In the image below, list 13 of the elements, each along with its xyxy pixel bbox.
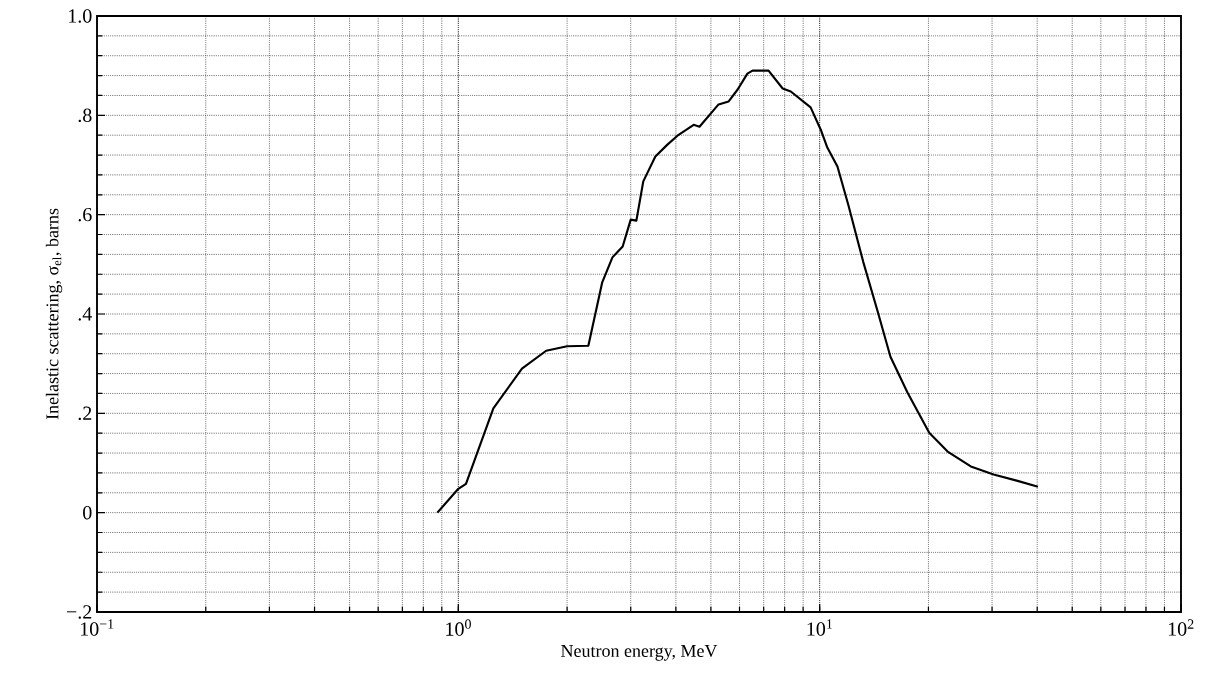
y-tick-label: −.2 — [67, 605, 92, 619]
y-tick-label: .6 — [78, 207, 92, 222]
y-axis-title: Inelastic scattering, σ$_{el}$, barns — [45, 208, 63, 420]
y-tick-label: .4 — [78, 307, 92, 321]
x-tick-label: 10$^{2}$ — [1168, 619, 1194, 636]
x-tick-label: 10$^{−1}$ — [80, 619, 114, 636]
x-tick-label: 10$^{1}$ — [807, 619, 832, 636]
x-tick-label: 10$^{0}$ — [446, 619, 471, 636]
y-tick-label: .8 — [78, 108, 92, 123]
y-tick-label: 1.0 — [69, 9, 92, 23]
y-tick-label: 0 — [83, 505, 92, 520]
y-tick-label: .2 — [78, 406, 92, 421]
x-axis-title: Neutron energy, MeV — [561, 644, 718, 661]
